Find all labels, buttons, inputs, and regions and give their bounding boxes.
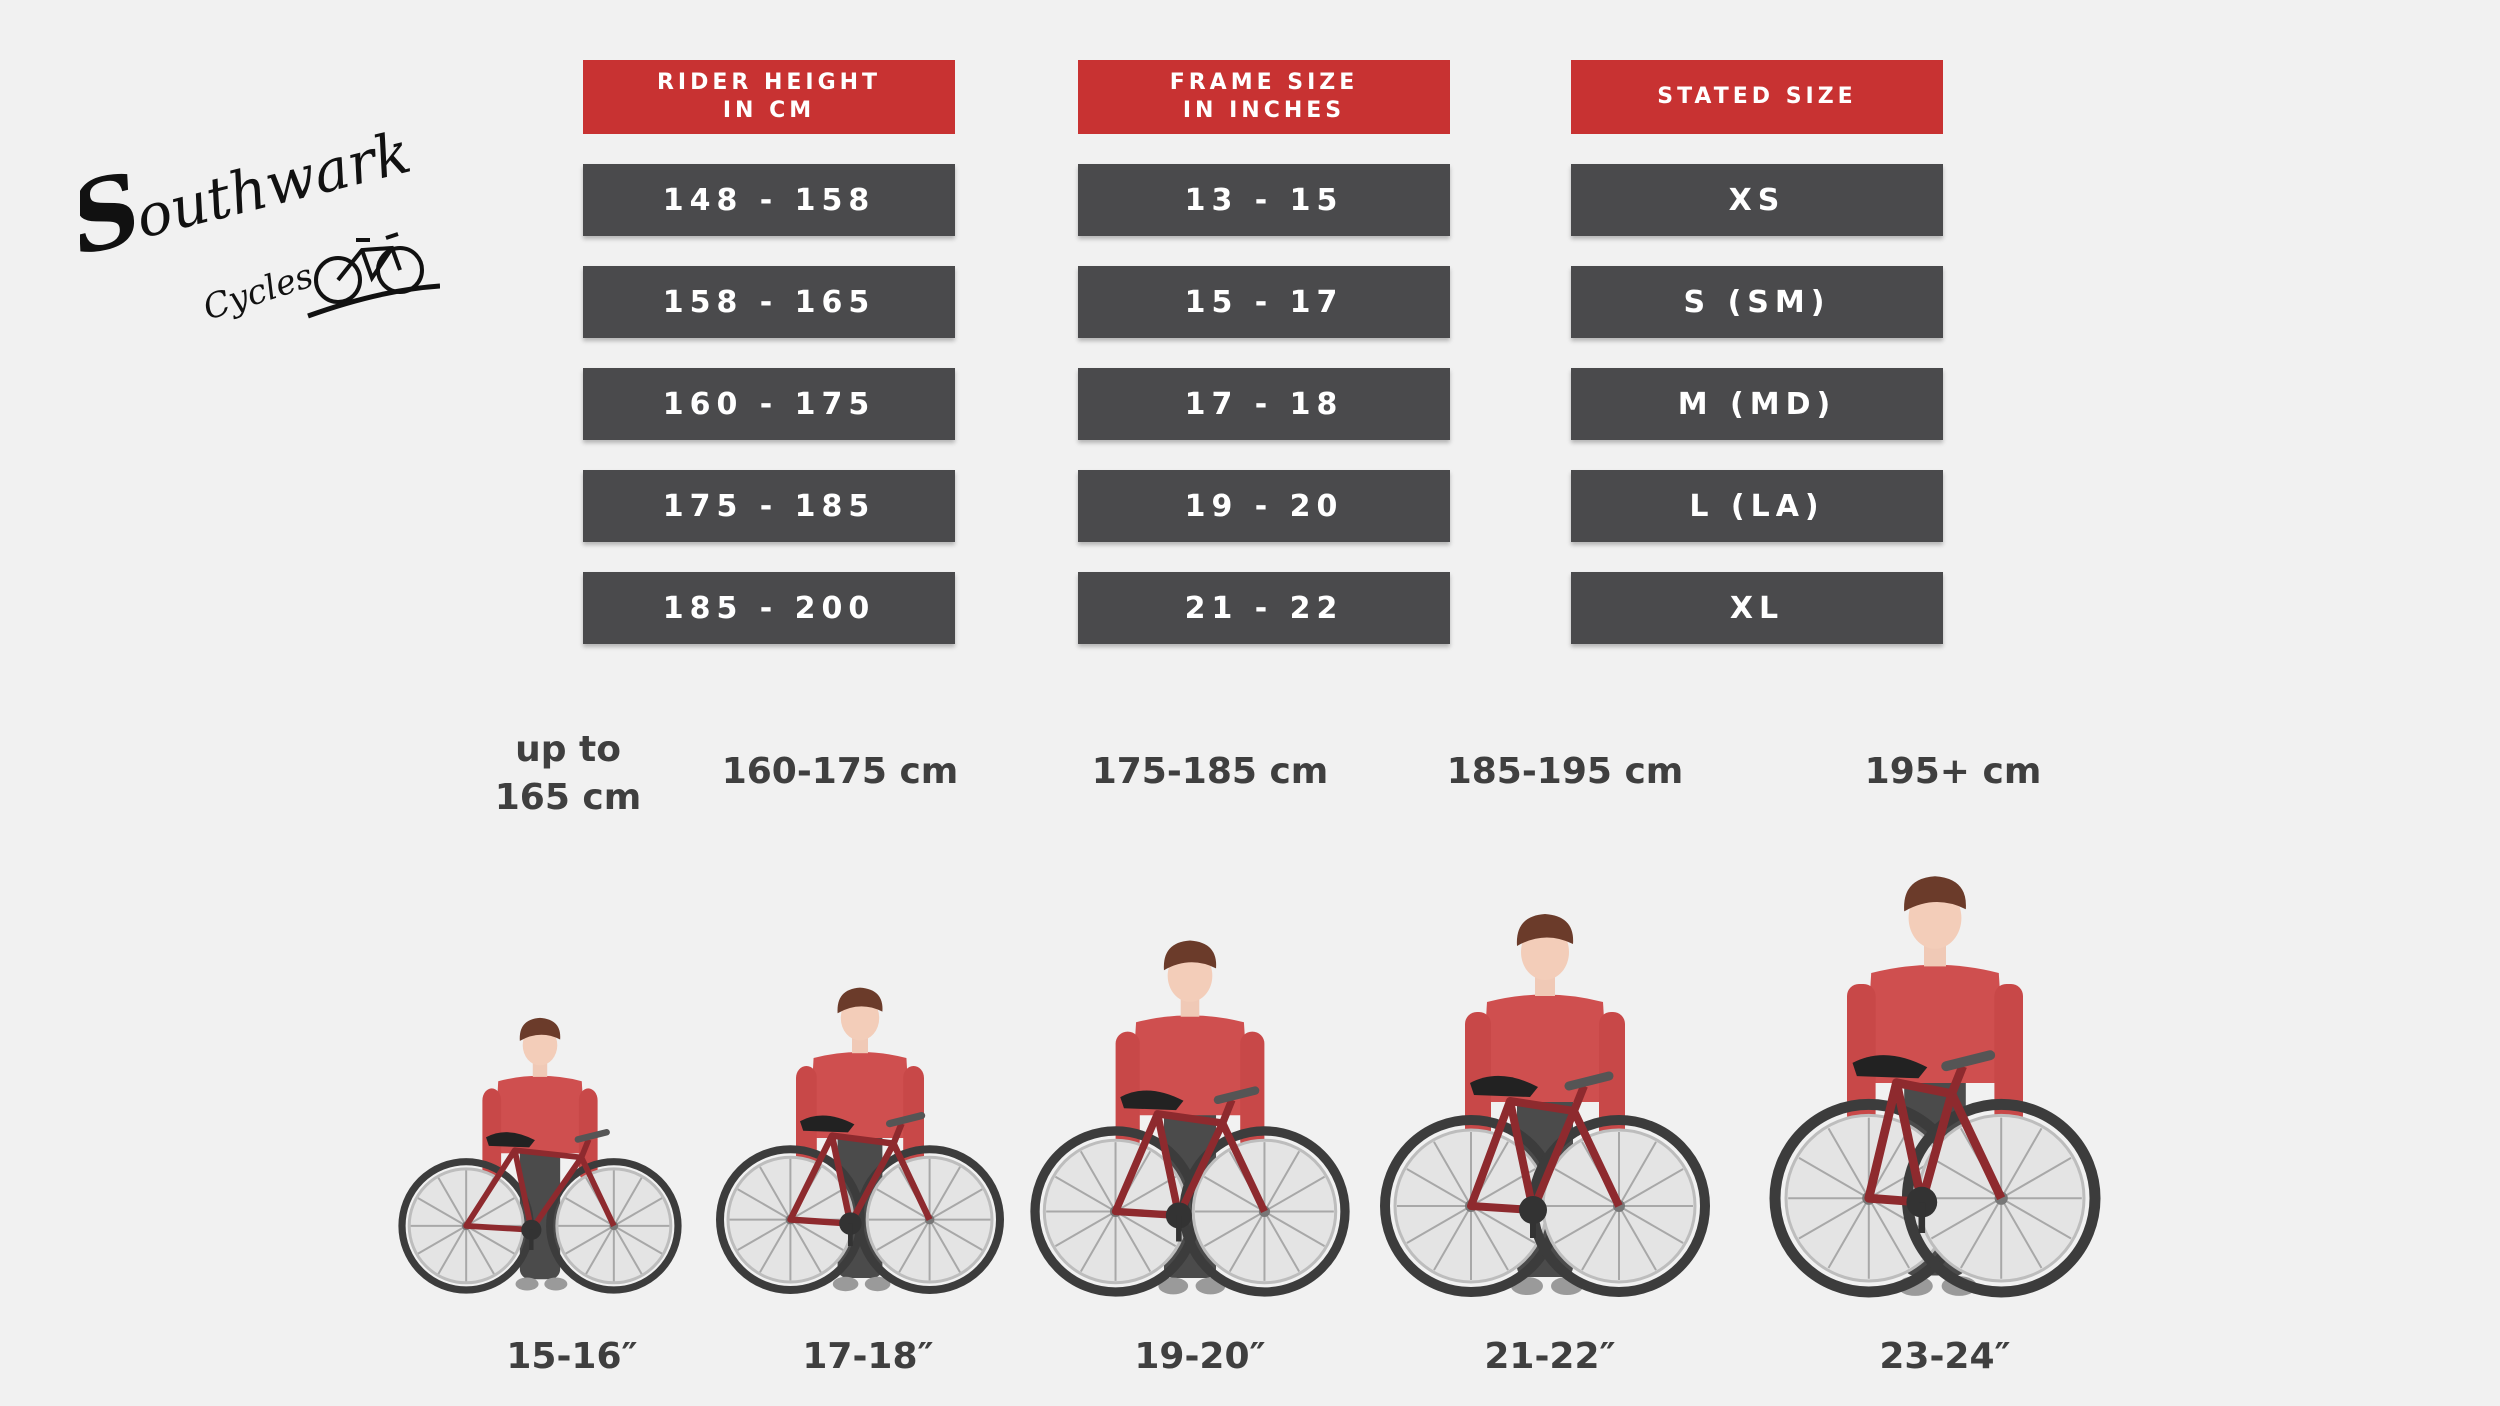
frame-label-1: 15-16″ [506, 1336, 638, 1377]
rider-height-cell: 160 - 175 [583, 368, 955, 440]
rider-height-column: RIDER HEIGHT IN CM 148 - 158 158 - 165 1… [583, 60, 955, 644]
frame-size-cell: 15 - 17 [1078, 266, 1450, 338]
rider-height-cell: 148 - 158 [583, 164, 955, 236]
rider-with-bike-3 [1030, 940, 1350, 1297]
rider-with-bike-5 [1769, 876, 2101, 1298]
frame-label-3: 19-20″ [1134, 1336, 1266, 1377]
rider-height-cell: 175 - 185 [583, 470, 955, 542]
stated-size-cell: S (SM) [1571, 266, 1943, 338]
frame-size-cell: 17 - 18 [1078, 368, 1450, 440]
frame-size-cell: 13 - 15 [1078, 164, 1450, 236]
frame-size-column: FRAME SIZE IN INCHES 13 - 15 15 - 17 17 … [1078, 60, 1450, 644]
rider-height-cell: 185 - 200 [583, 572, 955, 644]
rider-with-bike-1 [398, 1017, 682, 1294]
frame-label-4: 21-22″ [1484, 1336, 1616, 1377]
bicycle-icon [307, 232, 440, 319]
height-label-1: up to 165 cm [494, 729, 642, 818]
frame-size-cell: 21 - 22 [1078, 572, 1450, 644]
height-label-5: 195+ cm [1864, 751, 2042, 792]
frame-size-header: FRAME SIZE IN INCHES [1078, 60, 1450, 134]
frame-size-cell: 19 - 20 [1078, 470, 1450, 542]
stated-size-column: STATED SIZE XS S (SM) M (MD) L (LA) XL [1571, 60, 1943, 644]
stated-size-cell: XS [1571, 164, 1943, 236]
height-label-4: 185-195 cm [1446, 751, 1684, 792]
stated-size-header: STATED SIZE [1571, 60, 1943, 134]
rider-with-bike-2 [716, 987, 1004, 1294]
stated-size-cell: XL [1571, 572, 1943, 644]
rider-height-cell: 158 - 165 [583, 266, 955, 338]
rider-height-header: RIDER HEIGHT IN CM [583, 60, 955, 134]
height-label-3: 175-185 cm [1091, 751, 1329, 792]
frame-label-2: 17-18″ [802, 1336, 934, 1377]
stated-size-cell: M (MD) [1571, 368, 1943, 440]
rider-with-bike-4 [1380, 914, 1710, 1297]
frame-label-5: 23-24″ [1879, 1336, 2011, 1377]
height-label-2: 160-175 cm [721, 751, 959, 792]
southwark-cycles-logo: S outhwark Cycles [80, 120, 440, 329]
stated-size-cell: L (LA) [1571, 470, 1943, 542]
